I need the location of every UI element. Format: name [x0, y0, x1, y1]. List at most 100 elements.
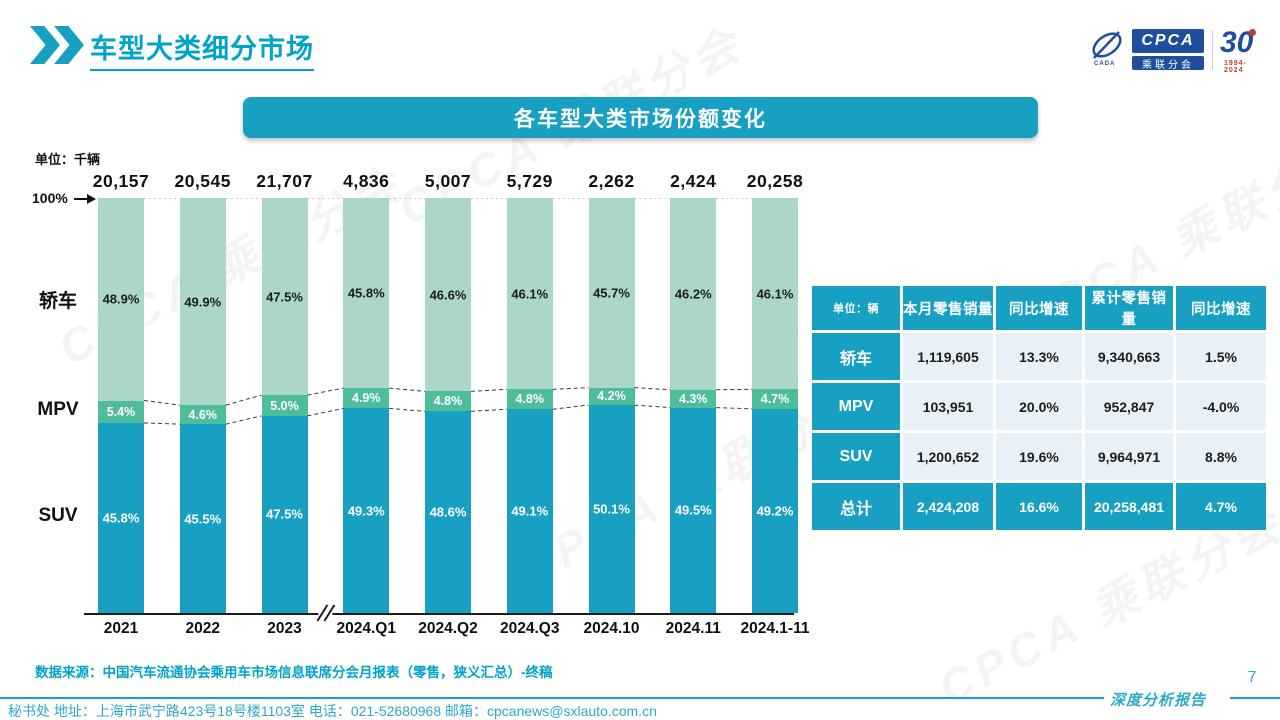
- segment-value-label: 4.2%: [597, 389, 626, 404]
- bar: 46.1% 4.7% 49.2%: [752, 198, 798, 613]
- table-cell: 9,964,971: [1085, 433, 1173, 480]
- segment-value-label: 47.5%: [266, 289, 303, 305]
- contact-info: 秘书处 地址：上海市武宁路423号18号楼1103室 电话：021-526809…: [8, 703, 657, 719]
- bar: 46.6% 4.8% 48.6%: [425, 198, 471, 613]
- segment-value-label: 49.9%: [184, 294, 222, 310]
- segment-value-label: 47.5%: [266, 506, 303, 522]
- footer-divider: [0, 697, 1104, 699]
- x-axis-label: 2024.11: [665, 620, 721, 637]
- mpv-top-connector: [552, 387, 589, 390]
- series-label-suv: SUV: [38, 505, 78, 527]
- bar-total-label: 4,836: [343, 171, 390, 191]
- bar-segment-suv: 50.1%: [588, 405, 635, 613]
- page-title: 车型大类细分市场: [90, 27, 314, 71]
- x-axis-label: 2024.1-11: [740, 620, 810, 637]
- bar-segment-mpv: 4.8%: [506, 389, 553, 410]
- bar-segment-sedan: 46.6%: [425, 198, 471, 392]
- table-cell: 8.8%: [1176, 433, 1266, 480]
- bar-segment-suv: 45.8%: [98, 423, 144, 614]
- logo-divider: [1212, 30, 1213, 70]
- bar-total-label: 5,007: [424, 171, 472, 191]
- table-row-label: MPV: [812, 383, 900, 430]
- table-cell: 20,258,481: [1085, 483, 1173, 530]
- table-cell: 1,200,652: [903, 433, 993, 480]
- segment-value-label: 45.5%: [184, 511, 222, 527]
- table-cell: 2,424,208: [903, 483, 993, 530]
- cpca-logo: CADA CPCA 乘联分会 30 1994-2024: [1088, 26, 1264, 74]
- segment-value-label: 45.8%: [102, 510, 140, 526]
- x-axis-label: 2024.Q3: [500, 620, 560, 637]
- segment-value-label: 48.9%: [102, 291, 140, 307]
- table-row-label: SUV: [812, 433, 900, 480]
- mpv-top-connector: [389, 387, 426, 392]
- bar-segment-suv: 49.1%: [506, 409, 553, 613]
- table-cell: 20.0%: [996, 383, 1082, 430]
- bar-segment-mpv: 4.9%: [343, 388, 390, 409]
- series-label-mpv: MPV: [37, 399, 79, 421]
- bar-total-label: 20,157: [92, 171, 150, 191]
- anniversary-30-logo: 30: [1220, 26, 1257, 60]
- bar-segment-sedan: 46.1%: [506, 198, 553, 390]
- bar-total-label: 20,545: [174, 171, 232, 191]
- segment-value-label: 5.4%: [106, 404, 136, 419]
- arrow-head-icon: [87, 194, 96, 204]
- segment-value-label: 48.6%: [429, 504, 467, 520]
- bar-segment-mpv: 4.2%: [588, 387, 635, 406]
- segment-value-label: 4.6%: [188, 407, 218, 422]
- table-row-label: 轿车: [812, 333, 900, 380]
- chart-title-banner: 各车型大类市场份额变化: [243, 97, 1038, 138]
- bar-total-label: 21,707: [256, 171, 313, 191]
- table-cell: 4.7%: [1176, 483, 1266, 530]
- bar-segment-suv: 45.5%: [179, 424, 226, 613]
- bar: 46.1% 4.8% 49.1%: [506, 198, 553, 613]
- mpv-bottom-connector: [716, 407, 753, 410]
- axis-break-slash: [323, 604, 336, 622]
- table-cell: 19.6%: [996, 433, 1082, 480]
- bar-segment-suv: 49.5%: [670, 407, 717, 613]
- bar: 45.8% 4.9% 49.3%: [343, 198, 390, 613]
- mpv-bottom-connector: [143, 422, 180, 425]
- table-cell: 1.5%: [1176, 333, 1266, 380]
- bar: 45.7% 4.2% 50.1%: [588, 198, 635, 613]
- bar-segment-suv: 49.2%: [752, 408, 798, 613]
- segment-value-label: 4.7%: [760, 391, 790, 406]
- table-cell: 16.6%: [996, 483, 1082, 530]
- bar-segment-sedan: 45.8%: [343, 198, 390, 389]
- segment-value-label: 5.0%: [270, 398, 299, 413]
- segment-value-label: 49.1%: [511, 503, 549, 519]
- bar-segment-suv: 48.6%: [425, 411, 471, 613]
- segment-value-label: 46.1%: [511, 286, 549, 302]
- cpca-wordmark: CPCA: [1132, 29, 1204, 53]
- x-axis-label: 2021: [103, 620, 139, 637]
- bar-segment-suv: 47.5%: [261, 415, 308, 613]
- bar-segment-mpv: 5.0%: [261, 395, 308, 416]
- page-number: 7: [1247, 669, 1257, 686]
- bar-total-label: 20,258: [746, 171, 804, 191]
- bar: 47.5% 5.0% 47.5%: [261, 198, 308, 613]
- mpv-bottom-connector: [552, 404, 589, 410]
- segment-value-label: 45.7%: [593, 285, 630, 301]
- bar: 48.9% 5.4% 45.8%: [98, 198, 144, 614]
- table-cell: 13.3%: [996, 333, 1082, 380]
- segment-value-label: 4.8%: [515, 392, 545, 407]
- table-row-label: 总计: [812, 483, 900, 530]
- bar-segment-sedan: 46.2%: [670, 198, 717, 390]
- mpv-bottom-connector: [389, 407, 426, 412]
- segment-value-label: 49.5%: [674, 502, 712, 518]
- report-type-label: 深度分析报告: [1110, 691, 1207, 709]
- segment-value-label: 46.2%: [674, 286, 712, 302]
- bar-total-label: 5,729: [506, 171, 553, 191]
- mpv-bottom-connector: [470, 408, 507, 412]
- mpv-top-connector: [470, 388, 507, 392]
- segment-value-label: 45.8%: [347, 285, 385, 301]
- chart-unit-label: 单位：千辆: [35, 152, 101, 167]
- bar-segment-sedan: 46.1%: [752, 198, 798, 390]
- bar: 49.9% 4.6% 45.5%: [179, 198, 226, 613]
- segment-value-label: 4.8%: [433, 394, 463, 409]
- footer-divider: [1230, 697, 1280, 699]
- bar-segment-sedan: 45.7%: [588, 198, 635, 388]
- table-cell: 952,847: [1085, 383, 1173, 430]
- segment-value-label: 50.1%: [593, 501, 630, 517]
